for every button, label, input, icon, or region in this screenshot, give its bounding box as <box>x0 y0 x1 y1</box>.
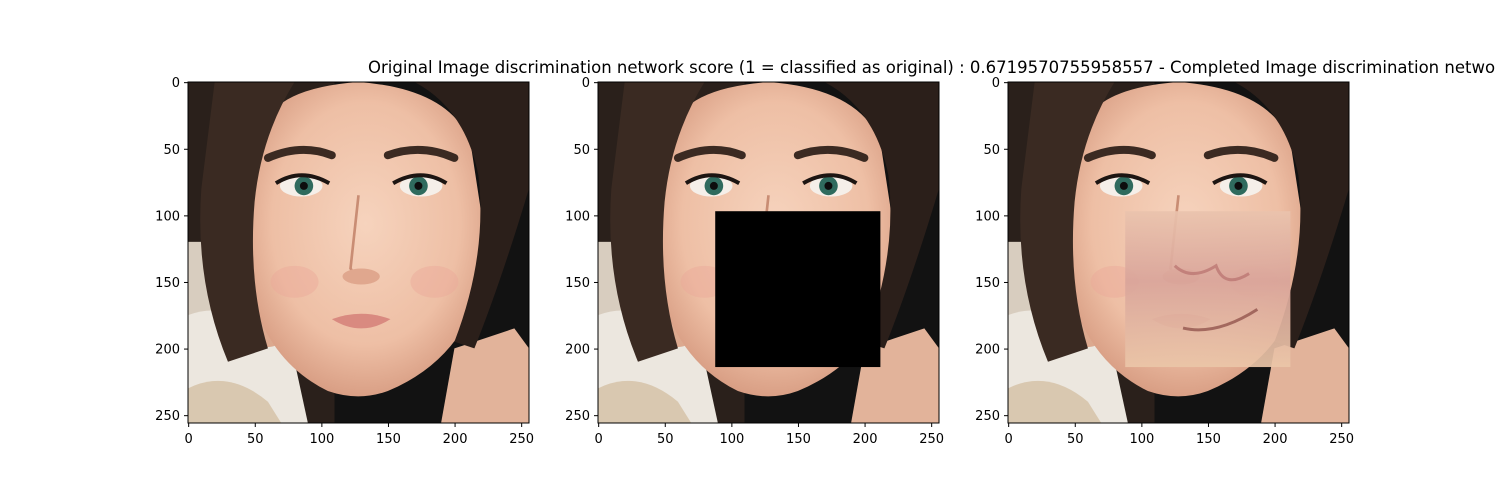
x-tick-label: 100 <box>309 432 334 447</box>
y-tick-label: 150 <box>565 276 590 291</box>
x-tick-label: 250 <box>509 432 534 447</box>
y-tick-label: 100 <box>565 209 590 224</box>
y-tick-label: 250 <box>565 409 590 424</box>
x-tick-label: 200 <box>853 432 878 447</box>
y-tick-label: 0 <box>992 76 1000 91</box>
x-tick-label: 250 <box>1329 432 1354 447</box>
x-tick-label: 100 <box>719 432 744 447</box>
inpainted-region <box>1125 211 1291 368</box>
x-tick-label: 150 <box>376 432 401 447</box>
x-tick-label: 150 <box>1196 432 1221 447</box>
x-tick-label: 200 <box>443 432 468 447</box>
face-image <box>188 82 529 423</box>
y-tick-label: 200 <box>975 343 1000 358</box>
x-tick-label: 0 <box>185 432 193 447</box>
axes-frame <box>1007 81 1350 424</box>
axes-frame <box>597 81 940 424</box>
y-tick-label: 50 <box>983 143 1000 158</box>
panel-masked: 0 50 100 150 200 250 0 50 100 150 200 250 <box>565 76 944 447</box>
y-tick-label: 50 <box>163 143 180 158</box>
x-tick-label: 0 <box>595 432 603 447</box>
y-tick-label: 0 <box>172 76 180 91</box>
y-tick-label: 150 <box>975 276 1000 291</box>
x-tick-label: 100 <box>1129 432 1154 447</box>
x-tick-label: 0 <box>1005 432 1013 447</box>
y-tick-label: 200 <box>565 343 590 358</box>
y-tick-label: 200 <box>155 343 180 358</box>
y-tick-label: 150 <box>155 276 180 291</box>
panel-completed: 0 50 100 150 200 250 0 50 100 150 200 250 <box>975 76 1354 447</box>
y-tick-label: 100 <box>155 209 180 224</box>
x-tick-label: 150 <box>786 432 811 447</box>
y-tick-label: 0 <box>582 76 590 91</box>
inpaint-artifact <box>1182 308 1259 332</box>
x-tick-label: 50 <box>657 432 674 447</box>
axes-frame <box>187 81 530 424</box>
y-tick-label: 250 <box>975 409 1000 424</box>
x-tick-label: 250 <box>919 432 944 447</box>
mask-region <box>715 211 881 368</box>
inpaint-artifact <box>1173 263 1250 282</box>
y-tick-label: 250 <box>155 409 180 424</box>
x-tick-label: 50 <box>1067 432 1084 447</box>
panel-original: 0 50 100 150 200 250 0 50 100 150 200 250 <box>155 76 534 447</box>
x-tick-label: 200 <box>1263 432 1288 447</box>
y-tick-label: 100 <box>975 209 1000 224</box>
y-tick-label: 50 <box>573 143 590 158</box>
figure-title: Original Image discrimination network sc… <box>368 58 1495 77</box>
x-tick-label: 50 <box>247 432 264 447</box>
